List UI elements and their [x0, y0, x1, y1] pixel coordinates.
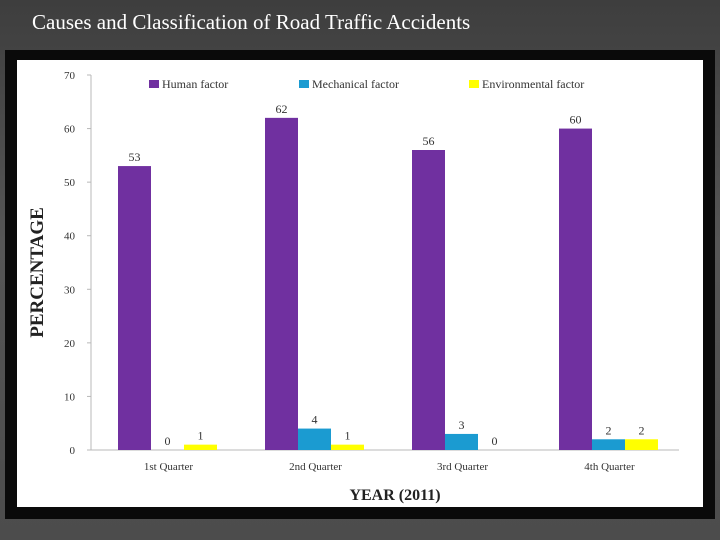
data-label: 1: [345, 429, 351, 443]
data-label: 60: [570, 113, 582, 127]
data-label: 0: [165, 434, 171, 448]
bar: [184, 444, 217, 450]
slide-title: Causes and Classification of Road Traffi…: [32, 10, 471, 34]
y-tick-label: 10: [64, 391, 76, 403]
legend-label: Mechanical factor: [312, 77, 399, 91]
data-label: 0: [492, 434, 498, 448]
legend-swatch: [149, 80, 159, 88]
data-label: 2: [606, 423, 612, 437]
data-label: 62: [276, 102, 288, 116]
y-axis-title: PERCENTAGE: [27, 207, 48, 338]
chart-panel: 0 10 20 30 40 50 60 70 PERCENTAGE YEAR (2011) 53 0…: [17, 60, 703, 507]
data-label: 3: [459, 418, 465, 432]
bar: [559, 128, 592, 451]
x-tick-label: 3rd Quarter: [437, 461, 488, 473]
data-label: 4: [312, 413, 318, 427]
bar: [265, 117, 298, 450]
bar: [331, 444, 364, 450]
legend-swatch: [469, 80, 479, 88]
y-tick-label: 0: [70, 445, 76, 457]
data-label: 56: [423, 134, 435, 148]
legend-label: Human factor: [162, 77, 228, 91]
bar: [118, 166, 151, 451]
x-axis-title: YEAR (2011): [349, 487, 440, 504]
data-label: 53: [129, 150, 141, 164]
y-tick-label: 20: [64, 338, 76, 350]
y-tick-label: 40: [64, 231, 76, 243]
y-tick-label: 70: [64, 70, 76, 82]
x-tick-label: 2nd Quarter: [289, 461, 342, 473]
y-tick-label: 60: [64, 124, 76, 136]
bar: [412, 150, 445, 450]
bar: [298, 428, 331, 450]
x-tick-label: 4th Quarter: [584, 461, 635, 473]
x-tick-label: 1st Quarter: [144, 461, 194, 473]
y-tick-label: 30: [64, 284, 76, 296]
y-tick-label: 50: [64, 177, 76, 189]
bar: [592, 439, 625, 450]
bar: [625, 439, 658, 450]
bar: [445, 433, 478, 450]
data-label: 1: [198, 429, 204, 443]
chart-frame: 0 10 20 30 40 50 60 70 PERCENTAGE YEAR (2011) 53 0…: [5, 50, 715, 519]
legend-label: Environmental factor: [482, 77, 584, 91]
data-label: 2: [639, 423, 645, 437]
legend-swatch: [299, 80, 309, 88]
